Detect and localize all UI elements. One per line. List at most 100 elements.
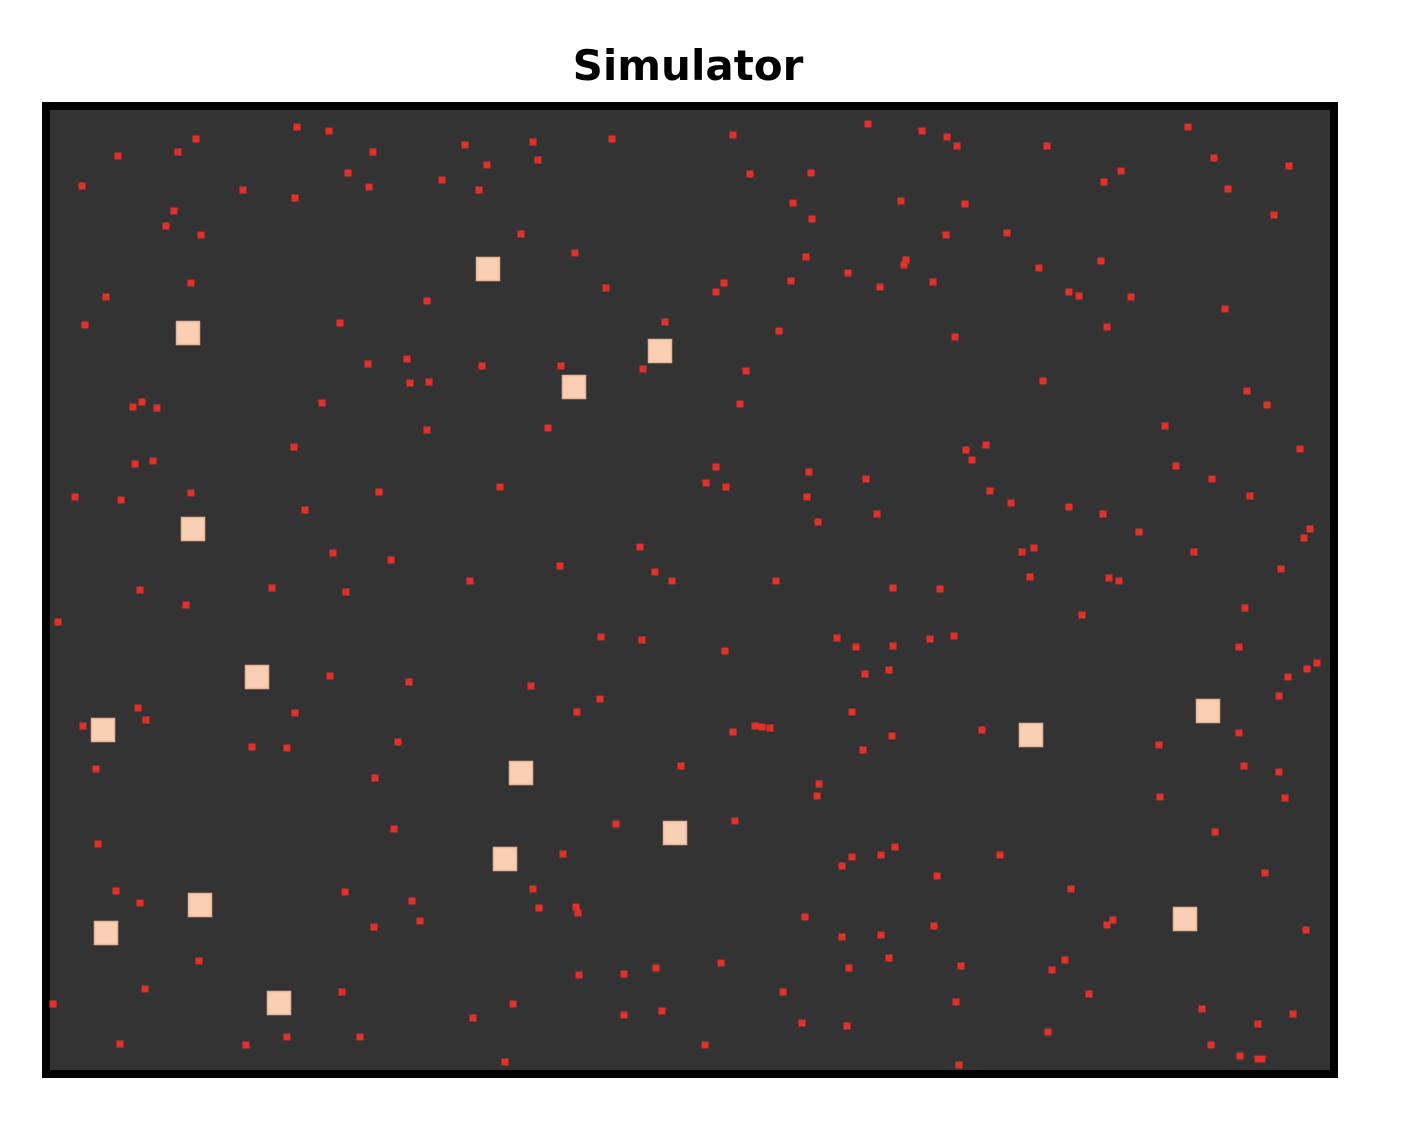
particle (1261, 869, 1269, 877)
particle (483, 161, 491, 169)
particle (891, 843, 899, 851)
particle (1172, 462, 1180, 470)
particle (571, 249, 579, 257)
particle (529, 138, 537, 146)
particle (798, 1019, 806, 1027)
particle (71, 493, 79, 501)
particle (112, 887, 120, 895)
particle (636, 543, 644, 551)
particle (1296, 445, 1304, 453)
particle (138, 398, 146, 406)
particle (54, 618, 62, 626)
agent (93, 920, 119, 946)
particle (1258, 1055, 1266, 1063)
particle (789, 199, 797, 207)
particle (370, 923, 378, 931)
particle (242, 1041, 250, 1049)
particle (1035, 264, 1043, 272)
particle (813, 792, 821, 800)
particle (1198, 1005, 1206, 1013)
particle (142, 716, 150, 724)
particle (1018, 548, 1026, 556)
particle (1263, 401, 1271, 409)
particle (936, 585, 944, 593)
agent (1172, 906, 1198, 932)
particle (1065, 503, 1073, 511)
particle (801, 913, 809, 921)
particle (950, 632, 958, 640)
particle (325, 127, 333, 135)
particle (187, 279, 195, 287)
particle (1243, 387, 1251, 395)
particle (79, 722, 87, 730)
particle (933, 872, 941, 880)
particle (356, 1033, 364, 1041)
particle (369, 148, 377, 156)
particle (1254, 1055, 1262, 1063)
particle (268, 584, 276, 592)
particle (556, 562, 564, 570)
particle (141, 985, 149, 993)
particle (1026, 573, 1034, 581)
particle (844, 269, 852, 277)
particle (557, 362, 565, 370)
particle (187, 489, 195, 497)
particle (534, 156, 542, 164)
particle (1224, 185, 1232, 193)
agent (180, 516, 206, 542)
particle (1161, 422, 1169, 430)
particle (661, 318, 669, 326)
particle (469, 1014, 477, 1022)
particle (918, 127, 926, 135)
particle (721, 647, 729, 655)
particle (712, 463, 720, 471)
particle (1302, 926, 1310, 934)
particle (807, 169, 815, 177)
agent (475, 256, 501, 282)
particle (1115, 577, 1123, 585)
agent (187, 892, 213, 918)
particle (572, 903, 580, 911)
particle (1241, 604, 1249, 612)
particle (1303, 665, 1311, 673)
particle (153, 404, 161, 412)
particle (701, 1041, 709, 1049)
particle (438, 176, 446, 184)
particle (779, 988, 787, 996)
particle (461, 141, 469, 149)
particle (527, 682, 535, 690)
particle (129, 403, 137, 411)
particle (197, 231, 205, 239)
particle (814, 518, 822, 526)
particle (529, 885, 537, 893)
particle (608, 135, 616, 143)
particle (81, 321, 89, 329)
title: Simulator (572, 41, 804, 90)
particle (986, 487, 994, 495)
particle (729, 728, 737, 736)
particle (1099, 510, 1107, 518)
particle (1048, 966, 1056, 974)
particle (1003, 229, 1011, 237)
particle (1240, 762, 1248, 770)
particle (926, 635, 934, 643)
particle (877, 851, 885, 859)
particle (766, 724, 774, 732)
particle (117, 496, 125, 504)
agent (1018, 722, 1044, 748)
particle (1127, 293, 1135, 301)
particle (612, 820, 620, 828)
particle (873, 510, 881, 518)
particle (341, 888, 349, 896)
particle (838, 933, 846, 941)
particle (838, 862, 846, 870)
particle (596, 695, 604, 703)
particle (1285, 162, 1293, 170)
particle (930, 922, 938, 930)
particle (390, 825, 398, 833)
particle (751, 722, 759, 730)
particle (283, 744, 291, 752)
particle (1284, 673, 1292, 681)
agent (90, 717, 116, 743)
particle (423, 426, 431, 434)
